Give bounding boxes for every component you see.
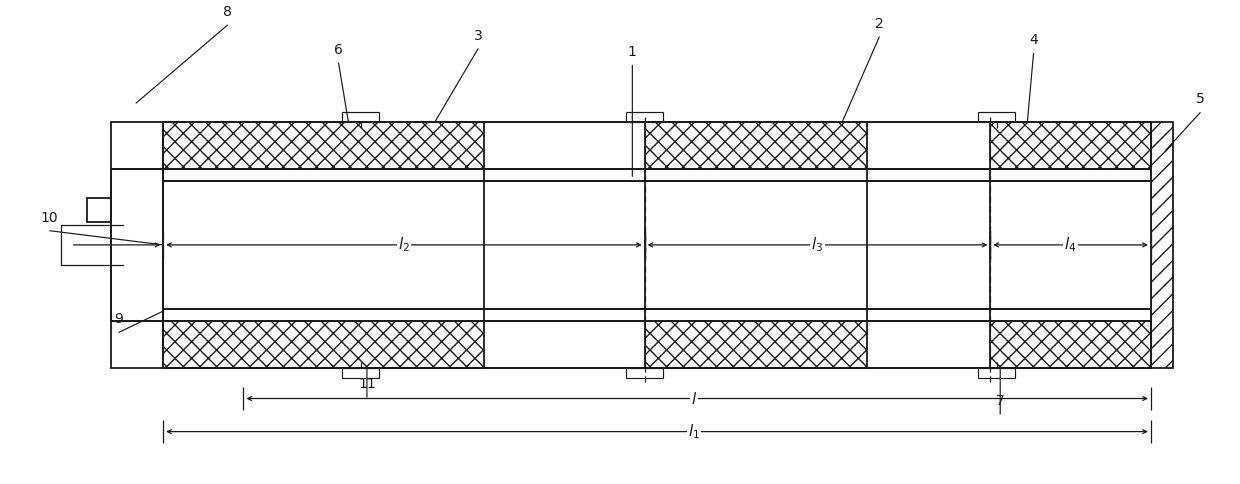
Text: 2: 2 — [875, 17, 884, 31]
Text: 9: 9 — [114, 312, 123, 326]
Text: $l_3$: $l_3$ — [811, 236, 823, 254]
Bar — [1151, 122, 1173, 368]
Bar — [978, 112, 1016, 122]
Bar — [112, 122, 164, 368]
Text: $l_2$: $l_2$ — [398, 236, 410, 254]
Bar — [484, 122, 645, 169]
Text: 5: 5 — [1195, 92, 1204, 106]
Bar — [867, 320, 991, 368]
Text: 8: 8 — [223, 5, 232, 19]
Bar — [164, 181, 1151, 309]
Bar — [991, 122, 1151, 169]
Text: 1: 1 — [627, 45, 637, 59]
Text: 3: 3 — [474, 29, 482, 43]
Bar — [164, 122, 1151, 368]
Bar — [87, 197, 112, 222]
Bar — [342, 368, 379, 378]
Bar — [867, 122, 991, 169]
Bar — [342, 112, 379, 122]
Text: 6: 6 — [334, 43, 343, 57]
Text: 10: 10 — [41, 211, 58, 225]
Bar — [626, 112, 663, 122]
Bar — [991, 320, 1151, 368]
Bar — [645, 320, 867, 368]
Bar — [164, 320, 484, 368]
Bar — [484, 320, 645, 368]
Text: $l_1$: $l_1$ — [688, 422, 701, 441]
Text: 7: 7 — [996, 394, 1004, 408]
Text: 11: 11 — [358, 377, 376, 391]
Text: $l_4$: $l_4$ — [1064, 236, 1076, 254]
Bar — [626, 368, 663, 378]
Bar — [645, 122, 867, 169]
Text: $l$: $l$ — [691, 391, 697, 407]
Text: 4: 4 — [1029, 33, 1038, 47]
Bar — [164, 122, 484, 169]
Bar — [978, 368, 1016, 378]
